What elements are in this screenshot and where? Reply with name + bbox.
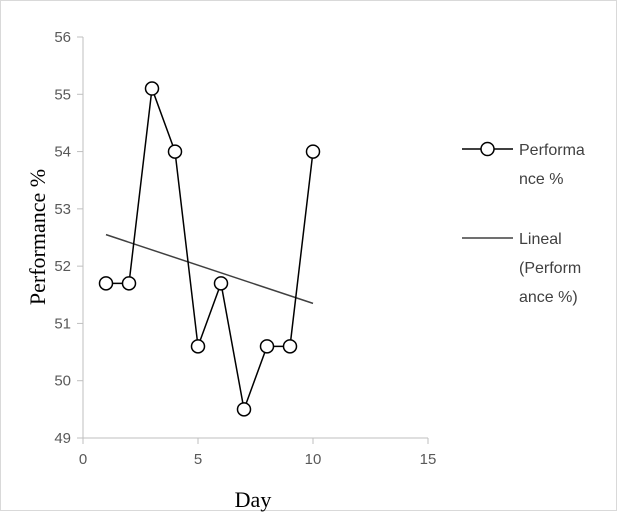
x-tick-label: 0 bbox=[79, 451, 87, 468]
x-tick-label: 10 bbox=[305, 451, 322, 468]
data-point bbox=[305, 144, 321, 159]
data-point bbox=[282, 339, 298, 354]
y-axis-title: Performance % bbox=[25, 169, 50, 305]
x-tick-label: 5 bbox=[194, 451, 202, 468]
y-tick-label: 55 bbox=[54, 86, 71, 103]
x-tick-label: 15 bbox=[420, 451, 437, 468]
legend-label-trendline: Lineal bbox=[519, 231, 562, 248]
y-tick-label: 51 bbox=[54, 315, 71, 332]
axes: 49 50 51 52 53 54 55 56 0 5 10 15 bbox=[54, 29, 436, 468]
y-tick-label: 54 bbox=[54, 144, 71, 161]
y-tick-label: 52 bbox=[54, 258, 71, 275]
legend: Performa nce % Lineal (Perform ance %) bbox=[462, 141, 585, 306]
legend-label-performance: Performa bbox=[519, 142, 585, 159]
data-point bbox=[121, 276, 137, 291]
legend-label-trendline: ance %) bbox=[519, 289, 578, 306]
data-point bbox=[259, 339, 275, 354]
trendline bbox=[105, 233, 314, 305]
x-axis-title: Day bbox=[235, 487, 272, 512]
data-point bbox=[236, 402, 252, 417]
data-point bbox=[98, 276, 114, 291]
y-tick-label: 53 bbox=[54, 201, 71, 218]
y-tick-label: 50 bbox=[54, 373, 71, 390]
y-tick-label: 49 bbox=[54, 430, 71, 447]
data-point bbox=[144, 81, 160, 96]
legend-label-performance: nce % bbox=[519, 171, 563, 188]
series-line-performance bbox=[106, 88, 314, 413]
data-point bbox=[190, 339, 206, 354]
series-layer bbox=[98, 81, 321, 417]
data-point bbox=[213, 276, 229, 291]
data-point bbox=[167, 144, 183, 159]
y-tick-label: 56 bbox=[54, 29, 71, 46]
legend-marker-performance bbox=[480, 141, 495, 157]
legend-label-trendline: (Perform bbox=[519, 260, 581, 277]
